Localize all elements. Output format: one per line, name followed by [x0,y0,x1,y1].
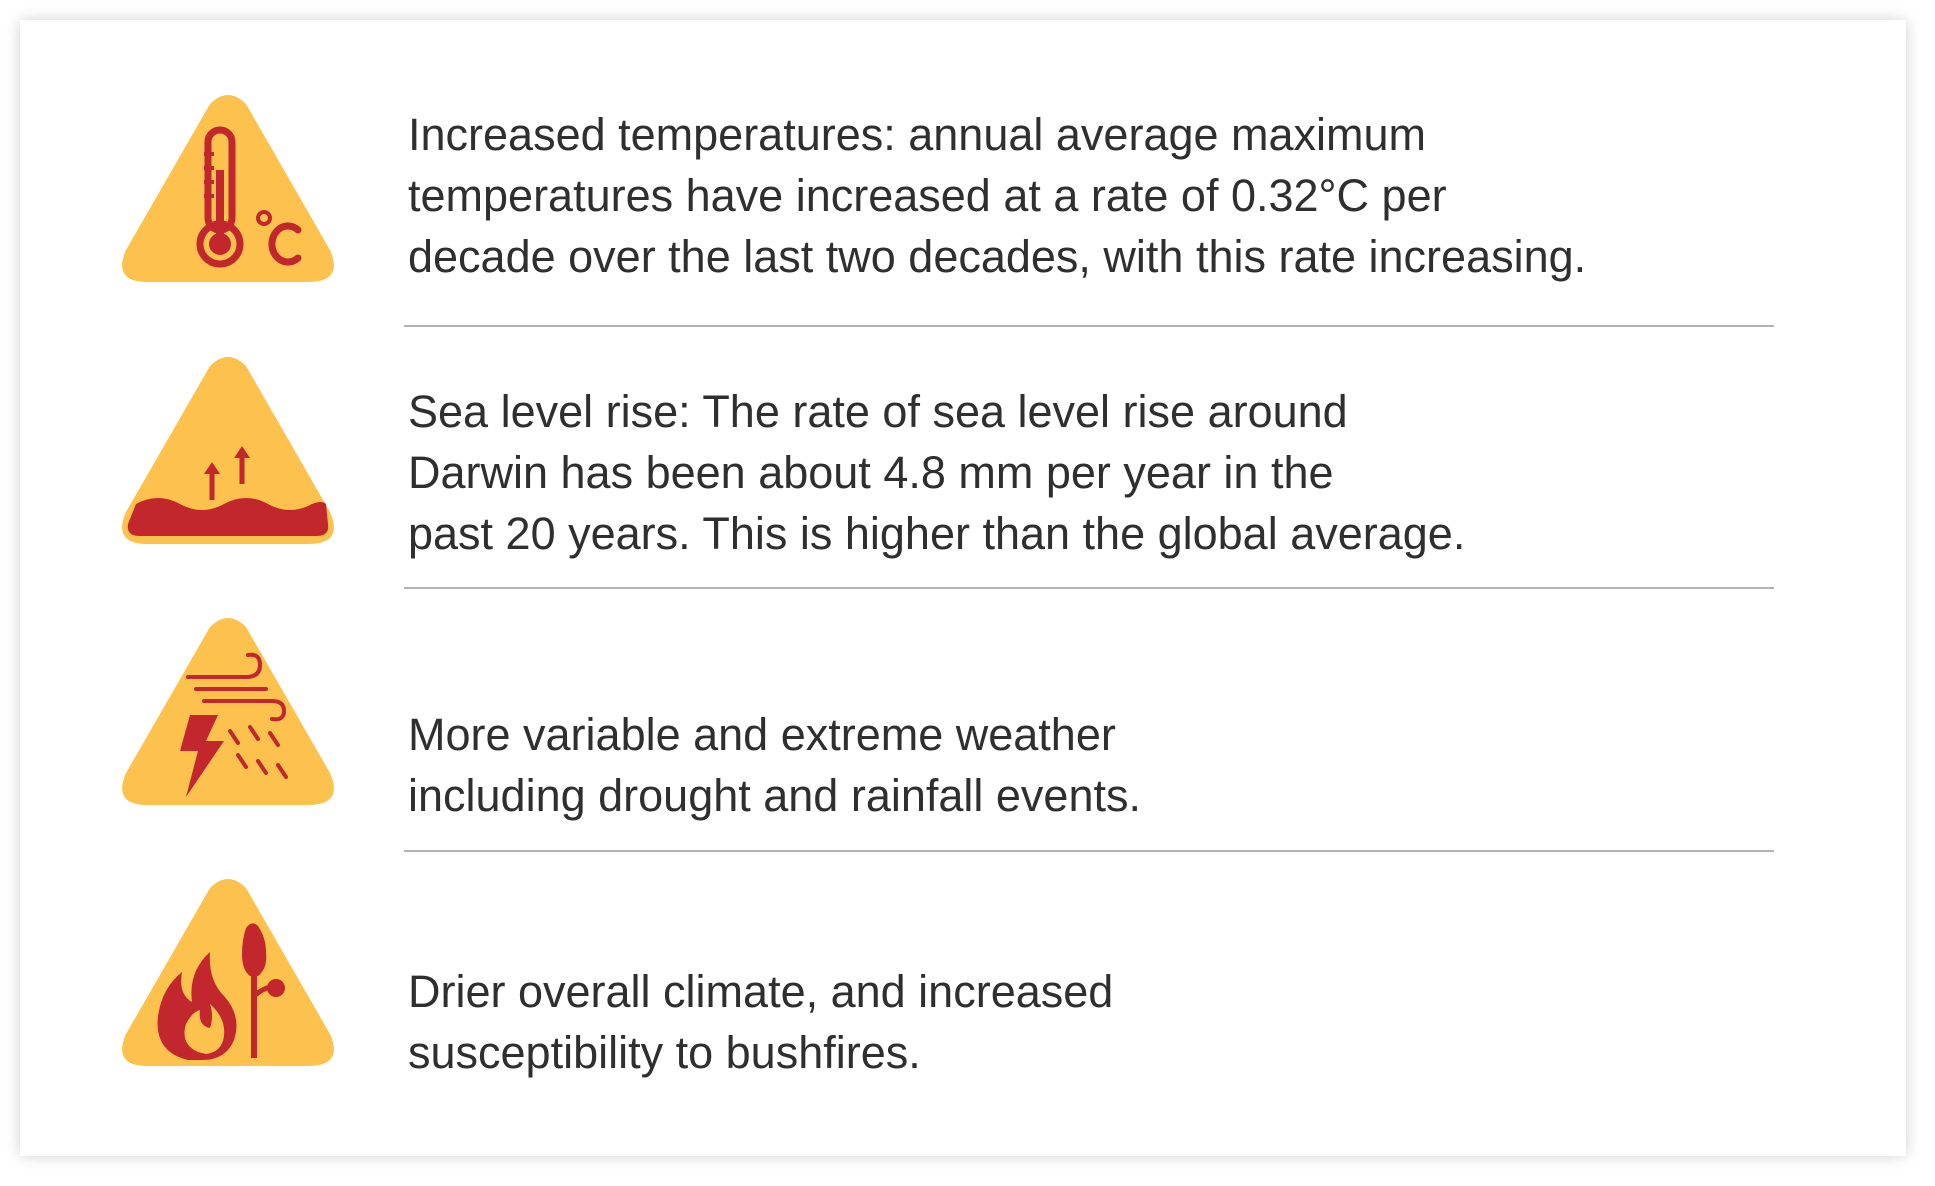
divider [404,850,1774,852]
sea-level-rise-icon [118,354,338,554]
thermometer-celsius-icon [118,92,338,292]
risk-item-text: Increased temperatures: annual average m… [408,109,1587,282]
extreme-weather-icon [118,615,338,815]
divider [404,587,1774,589]
divider [404,325,1774,327]
bushfire-icon [118,876,338,1076]
risk-item-text: More variable and extreme weather includ… [408,709,1141,821]
risk-item-text: Drier overall climate, and increased sus… [408,966,1114,1078]
risk-item-text: Sea level rise: The rate of sea level ri… [408,386,1466,559]
climate-risks-card: Increased temperatures: annual average m… [20,20,1906,1156]
